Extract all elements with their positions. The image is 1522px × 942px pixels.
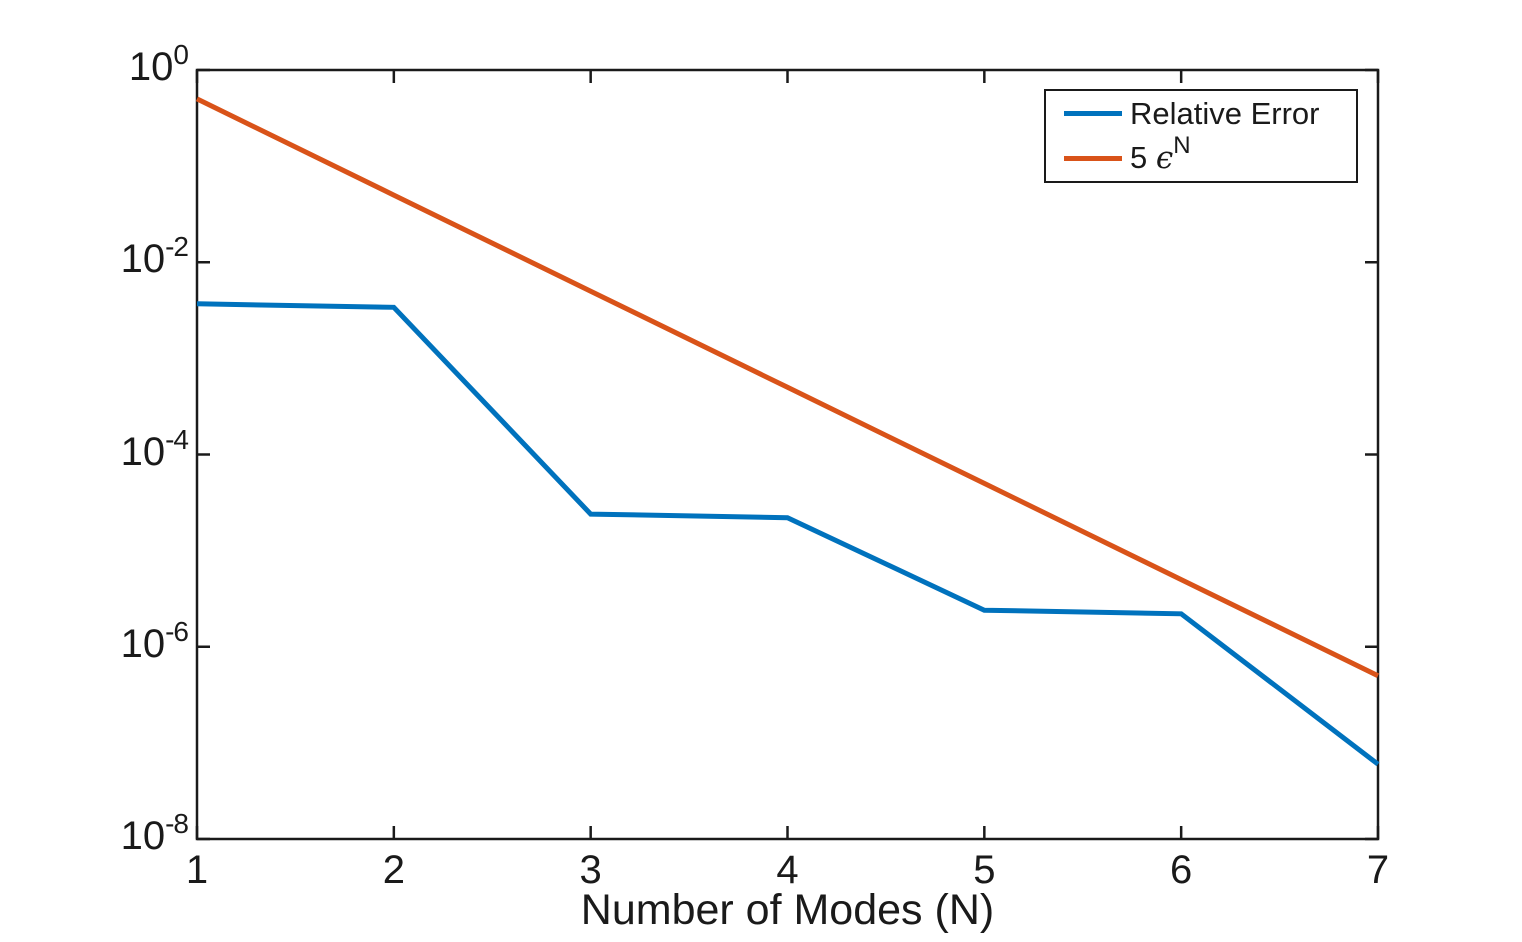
x-tick-label: 7 (1366, 848, 1390, 892)
x-tick-label: 1 (185, 848, 209, 892)
x-tick-label: 6 (1170, 848, 1193, 892)
y-tick-label: 10-2 (120, 231, 189, 282)
legend-label-5-eps-n: 5 ϵN (1130, 132, 1191, 177)
y-tick-label: 10-8 (120, 808, 189, 859)
epsilon-symbol: ϵ (1155, 140, 1174, 177)
legend-line-sample-orange (1064, 155, 1122, 161)
x-tick-label: 2 (382, 848, 405, 892)
y-tick-label: 100 (128, 39, 189, 90)
series-line-0 (196, 301, 1380, 767)
legend-item-relative-error: Relative Error (1046, 92, 1356, 136)
x-tick-label: 4 (776, 848, 799, 892)
series-line-1 (195, 96, 1380, 678)
legend-line-sample-blue (1064, 111, 1122, 117)
legend-item-5-eps-n: 5 ϵN (1046, 132, 1356, 180)
epsilon-exponent: N (1173, 132, 1191, 160)
legend-label-relative-error: Relative Error (1130, 95, 1320, 131)
y-tick-label: 10-4 (120, 423, 189, 474)
x-tick-label: 3 (579, 848, 602, 892)
legend: Relative Error 5 ϵN (1044, 89, 1358, 183)
y-tick-label: 10-6 (120, 615, 189, 666)
x-axis-title: Number of Modes (N) (580, 886, 995, 934)
x-tick-label: 5 (973, 848, 996, 892)
